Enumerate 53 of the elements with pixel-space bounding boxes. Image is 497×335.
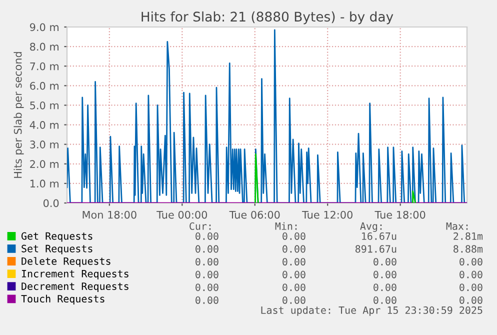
line-series xyxy=(67,29,467,203)
text: 0.00 xyxy=(196,270,218,278)
text: 0.00 xyxy=(196,258,218,266)
text: 0.00 xyxy=(282,284,306,292)
y-tick-label: 5.0 m xyxy=(30,101,58,110)
legend-label: Touch Requests xyxy=(21,294,104,305)
x-tick-label: Tue 12:00 xyxy=(302,210,352,219)
text: 0.00 xyxy=(374,270,396,278)
text: 0.00 xyxy=(460,258,482,266)
text: 0.00 xyxy=(196,296,218,304)
text: 2.81m xyxy=(454,232,483,240)
text: Min: xyxy=(275,222,297,230)
text: 0.00 xyxy=(460,296,482,304)
text: 0.00 xyxy=(282,258,306,266)
text: 0.00 xyxy=(196,232,218,240)
x-tick-label: Tue 06:00 xyxy=(229,210,280,219)
legend-label: Decrement Requests xyxy=(22,282,128,292)
text: 0.00 xyxy=(196,284,218,292)
legend-label: Get Requests xyxy=(22,232,92,242)
chart-title: Hits for Slab: 21 (8880 Bytes) - by day xyxy=(142,11,394,24)
text: 0.00 xyxy=(374,296,396,304)
text: 0.00 xyxy=(196,245,218,253)
legend-label: Increment Requests xyxy=(22,270,128,280)
y-tick-label: 0.0 xyxy=(43,199,59,208)
legend-label: Set Requests xyxy=(22,244,92,254)
text: 0.00 xyxy=(460,270,482,278)
text: 0.00 xyxy=(282,232,306,240)
y-tick-label: 3.0 m xyxy=(30,140,58,148)
text: 8.88m xyxy=(454,245,483,253)
text: 16.67u xyxy=(362,232,396,240)
x-tick-label: Mon 18:00 xyxy=(82,210,136,219)
y-tick-label: 2.0 m xyxy=(30,160,58,168)
y-tick-label: 6.0 m xyxy=(30,82,58,90)
y-tick-label: 9.0 m xyxy=(30,23,58,32)
text: 891.67u xyxy=(355,245,396,253)
text: Cur: xyxy=(190,222,211,230)
text: 0.00 xyxy=(374,284,396,292)
y-axis-title: Hits per Slab per second xyxy=(14,52,24,178)
x-tick-label: Tue 00:00 xyxy=(156,210,208,219)
y-tick-label: 7.0 m xyxy=(30,62,58,70)
text: 0.00 xyxy=(282,270,306,278)
text: Max: xyxy=(446,222,468,230)
text: 0.00 xyxy=(282,245,306,253)
text: 0.00 xyxy=(282,296,306,304)
y-tick-label: 8.0 m xyxy=(30,42,58,51)
text: Last update: Tue Apr 15 23:30:59 2025 xyxy=(261,306,482,316)
text: Avg: xyxy=(360,222,382,232)
text: 0.00 xyxy=(374,258,396,266)
x-tick-label: Tue 18:00 xyxy=(374,210,426,219)
text: 0.00 xyxy=(460,284,482,292)
legend-label: Delete Requests xyxy=(22,257,110,267)
y-tick-label: 1.0 m xyxy=(30,180,58,188)
y-tick-label: 4.0 m xyxy=(30,121,58,129)
